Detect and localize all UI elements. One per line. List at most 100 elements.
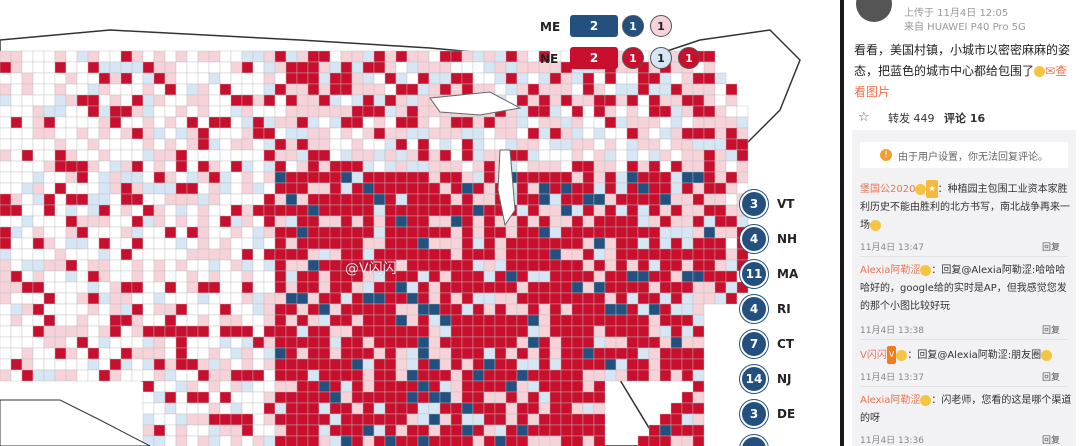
county-cell	[417, 259, 430, 272]
county-cell	[670, 171, 683, 184]
county-cell	[230, 193, 243, 206]
view-image-link[interactable]: 查看图片	[854, 64, 1068, 99]
county-cell	[725, 193, 738, 206]
county-cell	[351, 50, 364, 63]
comment-item: V闪闪 V ：回复@Alexia阿勒涩:朋友圈	[860, 346, 1072, 365]
county-cell	[219, 314, 232, 327]
ev-badge-ri: 4	[740, 295, 768, 323]
reply-button[interactable]: 回复	[1041, 326, 1060, 336]
county-cell	[351, 413, 364, 426]
county-cell	[362, 226, 375, 239]
county-cell	[362, 424, 375, 437]
county-cell	[252, 325, 265, 338]
county-cell	[604, 149, 617, 162]
county-cell	[21, 358, 34, 371]
county-cell	[604, 248, 617, 261]
county-cell	[362, 94, 375, 107]
county-cell	[527, 226, 540, 239]
county-cell	[76, 182, 89, 195]
county-cell	[296, 193, 309, 206]
county-cell	[582, 226, 595, 239]
county-cell	[329, 424, 342, 437]
county-cell	[593, 105, 606, 118]
county-cell	[274, 94, 287, 107]
county-cell	[197, 105, 210, 118]
comment-user[interactable]: Alexia阿勒涩	[860, 395, 921, 406]
county-cell	[153, 248, 166, 261]
county-cell	[571, 347, 584, 360]
county-cell	[54, 215, 67, 228]
post-body: 看看，美国村镇，小城市以密密麻麻的姿态，把蓝色的城市中心都给包围了 ✉查看图片	[854, 40, 1074, 103]
county-cell	[571, 358, 584, 371]
county-cell	[296, 171, 309, 184]
county-cell	[450, 380, 463, 393]
county-cell	[252, 83, 265, 96]
county-cell	[164, 314, 177, 327]
reply-button[interactable]: 回复	[1041, 373, 1060, 383]
county-cell	[593, 336, 606, 349]
county-cell	[549, 83, 562, 96]
county-cell	[252, 215, 265, 228]
county-cell	[296, 94, 309, 107]
county-cell	[538, 105, 551, 118]
county-cell	[65, 281, 78, 294]
county-cell	[76, 358, 89, 371]
county-cell	[670, 193, 683, 206]
county-cell	[263, 193, 276, 206]
county-cell	[571, 259, 584, 272]
county-cell	[439, 270, 452, 283]
repost-tab[interactable]: 转发 449	[888, 112, 935, 125]
county-cell	[703, 138, 716, 151]
county-cell	[384, 149, 397, 162]
county-cell	[285, 303, 298, 316]
county-cell	[131, 72, 144, 85]
comment-user[interactable]: V闪闪	[860, 350, 887, 361]
reply-button[interactable]: 回复	[1041, 243, 1060, 253]
county-cell	[681, 402, 694, 415]
county-cell	[439, 391, 452, 404]
like-icon[interactable]: ☆	[858, 110, 870, 125]
county-cell	[32, 237, 45, 250]
crown-icon	[920, 264, 932, 276]
county-cell	[472, 182, 485, 195]
county-cell	[296, 138, 309, 151]
county-cell	[549, 72, 562, 85]
county-cell	[208, 248, 221, 261]
county-cell	[186, 314, 199, 327]
county-cell	[571, 83, 584, 96]
comment-user[interactable]: 堡国公2020	[860, 184, 916, 195]
county-cell	[252, 72, 265, 85]
notice-text: 由于用户设置，你无法回复评论。	[898, 151, 1048, 163]
county-cell	[274, 160, 287, 173]
county-cell	[98, 193, 111, 206]
county-cell	[131, 149, 144, 162]
county-cell	[681, 347, 694, 360]
county-cell	[439, 413, 452, 426]
avatar[interactable]	[856, 0, 892, 22]
county-cell	[274, 193, 287, 206]
county-cell	[648, 424, 661, 437]
county-cell	[527, 171, 540, 184]
county-cell	[351, 292, 364, 305]
county-cell	[450, 61, 463, 74]
county-cell	[197, 50, 210, 63]
county-cell	[296, 248, 309, 261]
county-cell	[472, 402, 485, 415]
county-cell	[516, 402, 529, 415]
county-cell	[76, 138, 89, 151]
county-cell	[329, 281, 342, 294]
comment-user[interactable]: Alexia阿勒涩	[860, 265, 921, 276]
county-cell	[131, 61, 144, 74]
county-cell	[164, 413, 177, 426]
county-cell	[10, 314, 23, 327]
county-cell	[142, 402, 155, 415]
county-cell	[714, 127, 727, 140]
county-cell	[582, 116, 595, 129]
reply-button[interactable]: 回复	[1041, 436, 1060, 446]
comments-tab[interactable]: 评论 16	[944, 112, 986, 125]
county-cell	[10, 50, 23, 63]
county-cell	[538, 292, 551, 305]
county-cell	[329, 94, 342, 107]
county-cell	[263, 424, 276, 437]
county-cell	[450, 72, 463, 85]
